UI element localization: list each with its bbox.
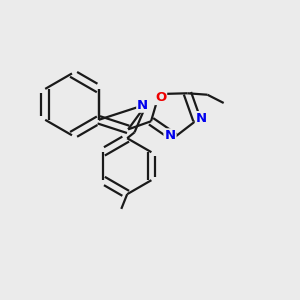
Text: N: N <box>164 129 175 142</box>
Text: N: N <box>196 112 207 125</box>
Text: N: N <box>137 99 148 112</box>
Text: O: O <box>155 91 166 104</box>
